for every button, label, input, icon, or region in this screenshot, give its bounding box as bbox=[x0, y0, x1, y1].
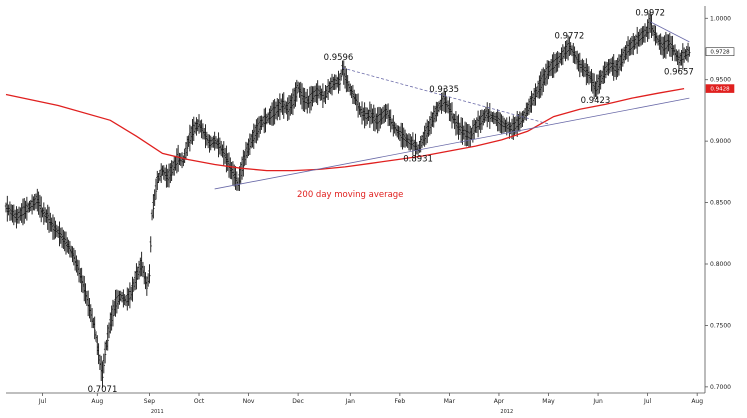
x-tick-label: Apr bbox=[494, 398, 505, 405]
price-box-label: 0.9428 bbox=[710, 87, 730, 93]
y-tick-label: 0.8500 bbox=[710, 200, 731, 207]
y-tick-label: 1.0000 bbox=[710, 15, 731, 22]
moving-average-line bbox=[5, 87, 685, 172]
y-tick-label: 0.9000 bbox=[710, 138, 731, 145]
y-tick-label: 0.7000 bbox=[710, 384, 731, 391]
x-tick-label: Nov bbox=[243, 398, 255, 405]
moving-average-series: 200 day moving average bbox=[5, 87, 685, 200]
x-tick-label: Jul bbox=[643, 398, 652, 405]
annotation-label: 0.7071 bbox=[88, 385, 118, 395]
x-tick-label: Aug bbox=[691, 398, 703, 405]
annotation-label: 0.9423 bbox=[581, 96, 611, 106]
annotation-label: 0.9596 bbox=[324, 53, 354, 63]
x-tick-label: Mar bbox=[444, 398, 456, 405]
price-box bbox=[705, 84, 735, 93]
y-tick-label: 0.8000 bbox=[710, 261, 731, 268]
annotation-label: 0.9335 bbox=[429, 85, 459, 95]
price-box-label: 0.9728 bbox=[710, 50, 730, 56]
price-box bbox=[705, 47, 735, 57]
x-tick-label: Jan bbox=[345, 398, 355, 405]
trendline-dashed bbox=[342, 67, 549, 125]
trendline-solid bbox=[650, 21, 690, 43]
y-tick-label: 0.9500 bbox=[710, 77, 731, 84]
x-axis: Jul Aug Sep Oct Nov Dec Jan Feb Mar Apr May Jun Jul A… bbox=[6, 392, 705, 415]
y-tick-label: 0.7500 bbox=[710, 322, 731, 329]
x-tick-label: Feb bbox=[395, 398, 406, 405]
price-series bbox=[4, 10, 691, 388]
moving-average-label: 200 day moving average bbox=[297, 190, 403, 200]
price-boxes: 0.9728 0.9428 bbox=[705, 47, 735, 93]
x-tick-label: May bbox=[542, 398, 555, 405]
price-annotations: 0.7071 0.9596 0.9335 0.8931 0.9772 0.9423 0.99… bbox=[88, 9, 694, 395]
annotation-label: 0.9772 bbox=[554, 31, 584, 41]
y-axis: 1.0000 0.9500 0.9000 0.8500 0.8000 0.7500 0.70… bbox=[704, 6, 731, 393]
x-tick-label: Dec bbox=[292, 398, 304, 405]
x-tick-label: Jun bbox=[592, 398, 603, 405]
annotation-label: 0.8931 bbox=[403, 155, 433, 165]
trendline-solid bbox=[214, 97, 690, 190]
x-tick-label: Jul bbox=[38, 398, 47, 405]
year-label: 2012 bbox=[500, 409, 513, 415]
annotation-label: 0.9657 bbox=[664, 67, 694, 77]
x-tick-label: Oct bbox=[194, 398, 205, 405]
x-tick-label: Aug bbox=[91, 398, 103, 405]
annotation-label: 0.9972 bbox=[635, 9, 665, 19]
trendlines bbox=[214, 21, 690, 190]
year-label: 2011 bbox=[151, 409, 164, 415]
x-tick-label: Sep bbox=[144, 398, 156, 405]
